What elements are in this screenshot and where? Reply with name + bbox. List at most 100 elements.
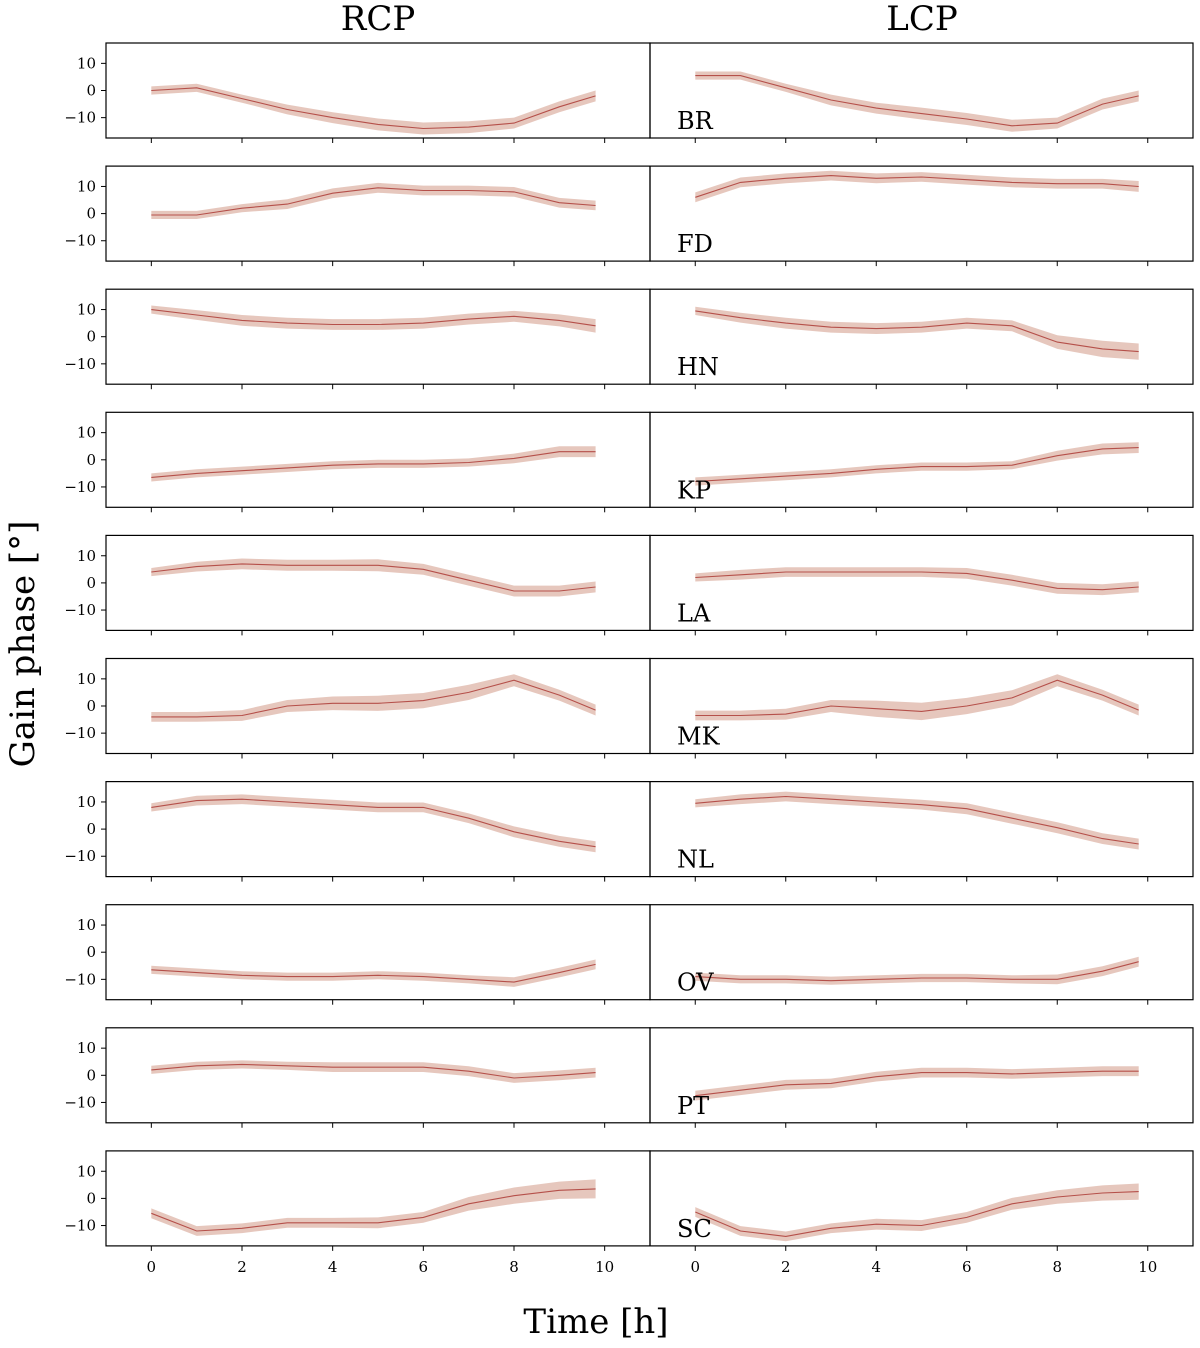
panel-frame-ov-rcp: [105, 904, 651, 1001]
y-tick-label: 10: [77, 1039, 96, 1057]
uncertainty-band-mk-rcp: [151, 674, 596, 722]
series-line-mk-rcp: [151, 679, 596, 718]
y-tick-label: 10: [77, 916, 96, 934]
y-tick-label: −10: [64, 1217, 96, 1235]
x-tick-label: 8: [509, 1258, 519, 1276]
uncertainty-band-br-lcp: [695, 71, 1139, 132]
uncertainty-band-mk-lcp: [695, 674, 1139, 721]
series-line-la-rcp: [151, 563, 596, 592]
x-tick-label: 2: [781, 1258, 791, 1276]
uncertainty-band-hn-rcp: [151, 305, 596, 333]
station-label-pt: PT: [677, 1092, 709, 1120]
y-tick-label: 10: [77, 1162, 96, 1180]
series-line-ov-rcp: [151, 963, 596, 983]
panel-frame-br-lcp: [649, 42, 1194, 139]
y-tick-label: −10: [64, 724, 96, 742]
uncertainty-band-ov-rcp: [151, 959, 596, 987]
uncertainty-band-nl-rcp: [151, 794, 596, 853]
panel-frame-nl-rcp: [105, 780, 651, 878]
y-tick-label: −10: [64, 232, 96, 250]
series-line-kp-lcp: [695, 447, 1139, 483]
y-tick-label: 0: [86, 697, 96, 715]
series-line-sc-rcp: [151, 1188, 596, 1232]
series-line-hn-lcp: [695, 310, 1139, 353]
panel-frame-sc-lcp: [649, 1150, 1194, 1247]
y-tick-label: −10: [64, 601, 96, 619]
y-tick-label: 0: [86, 328, 96, 346]
x-tick-label: 4: [871, 1258, 881, 1276]
x-tick-label: 2: [237, 1258, 247, 1276]
station-label-mk: MK: [677, 723, 721, 751]
x-tick-label: 0: [690, 1258, 700, 1276]
series-line-ov-lcp: [695, 961, 1139, 982]
y-tick-label: 0: [86, 451, 96, 469]
panel-frame-mk-lcp: [649, 657, 1194, 755]
y-tick-label: 10: [77, 547, 96, 565]
x-tick-label: 6: [419, 1258, 429, 1276]
station-label-br: BR: [677, 107, 714, 135]
series-line-nl-rcp: [151, 798, 596, 848]
x-tick-label: 8: [1052, 1258, 1062, 1276]
x-tick-label: 4: [328, 1258, 338, 1276]
panel-frame-nl-lcp: [649, 780, 1194, 878]
y-tick-label: 0: [86, 1189, 96, 1207]
x-axis-label: Time [h]: [523, 1302, 668, 1342]
station-label-sc: SC: [677, 1215, 712, 1243]
station-label-nl: NL: [677, 846, 714, 874]
y-tick-label: −10: [64, 970, 96, 988]
y-tick-label: −10: [64, 1093, 96, 1111]
panel-frame-fd-lcp: [649, 165, 1194, 262]
series-line-pt-rcp: [151, 1063, 596, 1079]
y-tick-label: −10: [64, 847, 96, 865]
series-line-nl-lcp: [695, 795, 1139, 845]
station-label-ov: OV: [677, 969, 714, 997]
uncertainty-band-kp-lcp: [695, 442, 1139, 486]
uncertainty-band-fd-lcp: [695, 170, 1139, 203]
series-line-fd-rcp: [151, 187, 596, 216]
panel-frame-kp-lcp: [649, 411, 1194, 508]
column-title-rcp: RCP: [341, 0, 416, 39]
y-tick-label: 10: [77, 793, 96, 811]
uncertainty-band-pt-rcp: [151, 1060, 596, 1083]
y-tick-label: 0: [86, 82, 96, 100]
x-tick-label: 0: [147, 1258, 157, 1276]
series-line-la-lcp: [695, 571, 1139, 591]
panel-frame-la-lcp: [649, 534, 1194, 632]
x-tick-label: 10: [1138, 1258, 1157, 1276]
y-tick-label: 10: [77, 301, 96, 319]
y-tick-label: 0: [86, 943, 96, 961]
uncertainty-band-fd-rcp: [151, 182, 596, 219]
uncertainty-band-br-rcp: [151, 83, 596, 135]
panel-grid: 10 0 −10 BR 10 0 −10 FD 10 0 −10 HN 10 0 −10 KP 10 0 −10 LA…: [64, 42, 1194, 1276]
series-line-fd-lcp: [695, 175, 1139, 198]
y-tick-label: 0: [86, 574, 96, 592]
uncertainty-band-la-lcp: [695, 567, 1139, 596]
uncertainty-band-sc-rcp: [151, 1179, 596, 1236]
y-tick-label: 10: [77, 670, 96, 688]
uncertainty-band-hn-lcp: [695, 306, 1139, 360]
series-line-pt-lcp: [695, 1070, 1139, 1097]
series-line-br-lcp: [695, 75, 1139, 127]
series-line-br-rcp: [151, 87, 596, 130]
y-tick-label: −10: [64, 109, 96, 127]
panel-frame-hn-lcp: [649, 288, 1194, 385]
y-tick-label: 0: [86, 1066, 96, 1084]
y-tick-label: 10: [77, 177, 96, 195]
column-title-lcp: LCP: [886, 0, 957, 39]
uncertainty-band-la-rcp: [151, 558, 596, 597]
y-tick-label: 10: [77, 54, 96, 72]
station-label-hn: HN: [677, 353, 719, 381]
y-tick-label: −10: [64, 355, 96, 373]
station-label-la: LA: [677, 599, 711, 627]
panel-frame-hn-rcp: [105, 288, 651, 385]
panel-frame-ov-lcp: [649, 904, 1194, 1001]
x-tick-label: 6: [962, 1258, 972, 1276]
y-axis-label: Gain phase [°]: [3, 521, 43, 768]
series-line-kp-rcp: [151, 451, 596, 478]
panel-frame-pt-lcp: [649, 1027, 1194, 1124]
uncertainty-band-ov-lcp: [695, 956, 1139, 985]
uncertainty-band-sc-lcp: [695, 1183, 1139, 1242]
uncertainty-band-nl-lcp: [695, 791, 1139, 850]
uncertainty-band-pt-lcp: [695, 1066, 1139, 1101]
series-line-hn-rcp: [151, 309, 596, 327]
